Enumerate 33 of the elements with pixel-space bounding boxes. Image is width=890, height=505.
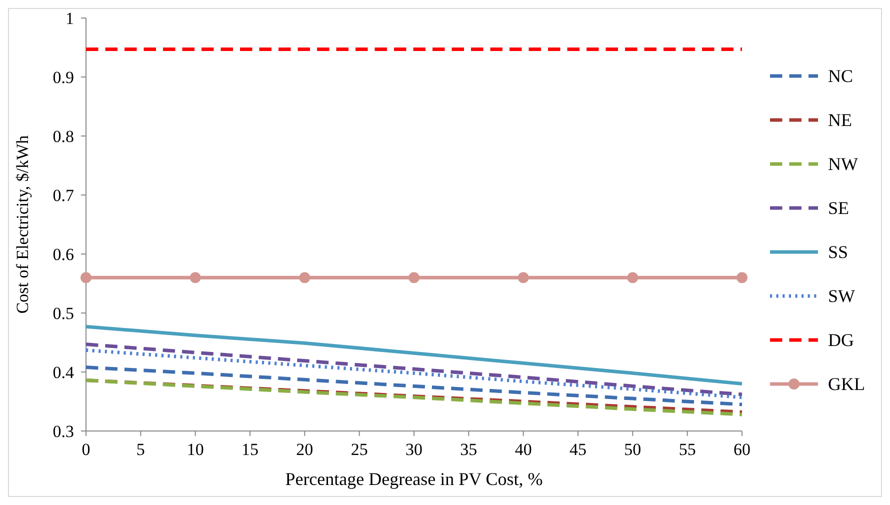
- x-tick-label: 40: [514, 440, 532, 459]
- legend-label: SS: [828, 242, 848, 262]
- legend-label: GKL: [828, 374, 865, 394]
- legend-label: SW: [828, 286, 856, 306]
- x-tick-label: 25: [350, 440, 368, 459]
- legend-label: NE: [828, 110, 852, 130]
- line-series: [84, 366, 744, 406]
- x-tick-label: 35: [460, 440, 478, 459]
- x-tick-label: 60: [734, 440, 750, 459]
- y-axis-title: Cost of Electricity, $/kWh: [13, 134, 32, 314]
- y-tick-label: 0.8: [52, 127, 74, 146]
- x-axis-title: Percentage Degrease in PV Cost, %: [285, 469, 543, 489]
- legend-label: NC: [828, 66, 854, 86]
- y-tick-label: 0.7: [52, 186, 74, 205]
- x-tick-label: 30: [406, 440, 422, 459]
- y-tick-label: 1: [66, 9, 74, 28]
- y-tick-label: 0.3: [52, 422, 74, 441]
- legend-label: SE: [828, 198, 850, 218]
- x-tick-label: 5: [136, 440, 145, 459]
- x-tick-label: 55: [678, 440, 696, 459]
- y-tick-label: 0.4: [52, 363, 74, 382]
- y-tick-label: 0.6: [52, 245, 74, 264]
- x-tick-label: 50: [624, 440, 642, 459]
- x-tick-label: 10: [186, 440, 204, 459]
- x-tick-label: 45: [570, 440, 586, 459]
- y-tick-label: 0.5: [52, 304, 74, 323]
- legend-label: NW: [828, 154, 858, 174]
- x-tick-label: 20: [296, 440, 314, 459]
- x-tick-label: 15: [242, 440, 258, 459]
- line-series: [84, 324, 744, 386]
- legend-label: DG: [828, 330, 854, 350]
- x-tick-label: 0: [82, 440, 90, 459]
- y-tick-label: 0.9: [52, 68, 74, 87]
